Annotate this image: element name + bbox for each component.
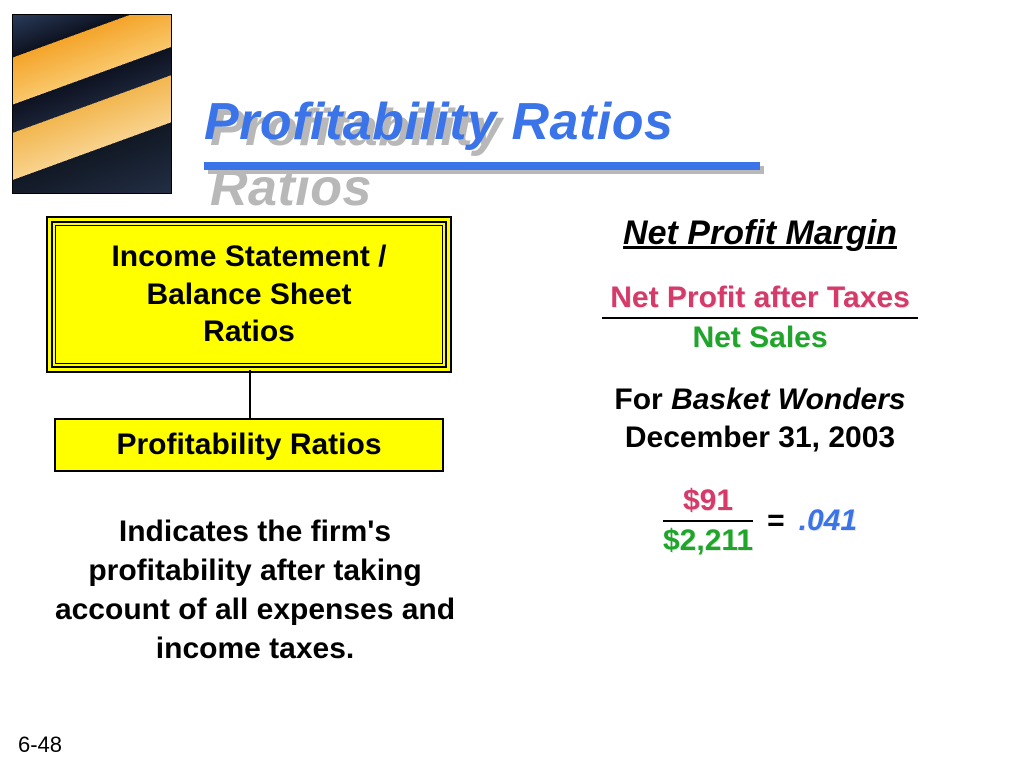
title-text: Profitability Ratios (204, 93, 673, 151)
for-word: For (614, 383, 662, 416)
category-line-2: Balance Sheet (64, 276, 434, 314)
right-column: Net Profit Margin Net Profit after Taxes… (520, 214, 1000, 558)
skyscraper-photo (12, 14, 172, 194)
slide: Profitability Ratios Profitability Ratio… (0, 0, 1024, 768)
description-text: Indicates the firm's profitability after… (36, 512, 474, 668)
metric-heading: Net Profit Margin (520, 214, 1000, 253)
company-name: Basket Wonders (671, 383, 906, 416)
example-date: December 31, 2003 (625, 421, 895, 454)
example-context: For Basket Wonders December 31, 2003 (520, 381, 1000, 456)
formula-numerator: Net Profit after Taxes (602, 281, 918, 319)
page-number: 6-48 (18, 732, 62, 758)
title-underline (204, 162, 760, 170)
connector-line (249, 370, 251, 418)
category-box: Income Statement / Balance Sheet Ratios (46, 216, 452, 373)
equals-sign: = (767, 504, 785, 538)
subcategory-label: Profitability Ratios (116, 428, 381, 461)
calc-result: .041 (799, 504, 857, 538)
calc-fraction: $91 $2,211 (663, 484, 753, 558)
subcategory-box: Profitability Ratios (54, 418, 444, 472)
formula-denominator: Net Sales (520, 321, 1000, 355)
category-box-inner: Income Statement / Balance Sheet Ratios (55, 225, 443, 364)
formula: Net Profit after Taxes Net Sales (520, 281, 1000, 355)
category-line-1: Income Statement / (64, 238, 434, 276)
calculation: $91 $2,211 = .041 (663, 484, 857, 558)
calc-denominator: $2,211 (663, 524, 753, 558)
calc-numerator: $91 (663, 484, 753, 522)
category-box-mid: Income Statement / Balance Sheet Ratios (51, 221, 447, 368)
category-line-3: Ratios (64, 313, 434, 351)
slide-title: Profitability Ratios Profitability Ratio… (204, 92, 673, 152)
